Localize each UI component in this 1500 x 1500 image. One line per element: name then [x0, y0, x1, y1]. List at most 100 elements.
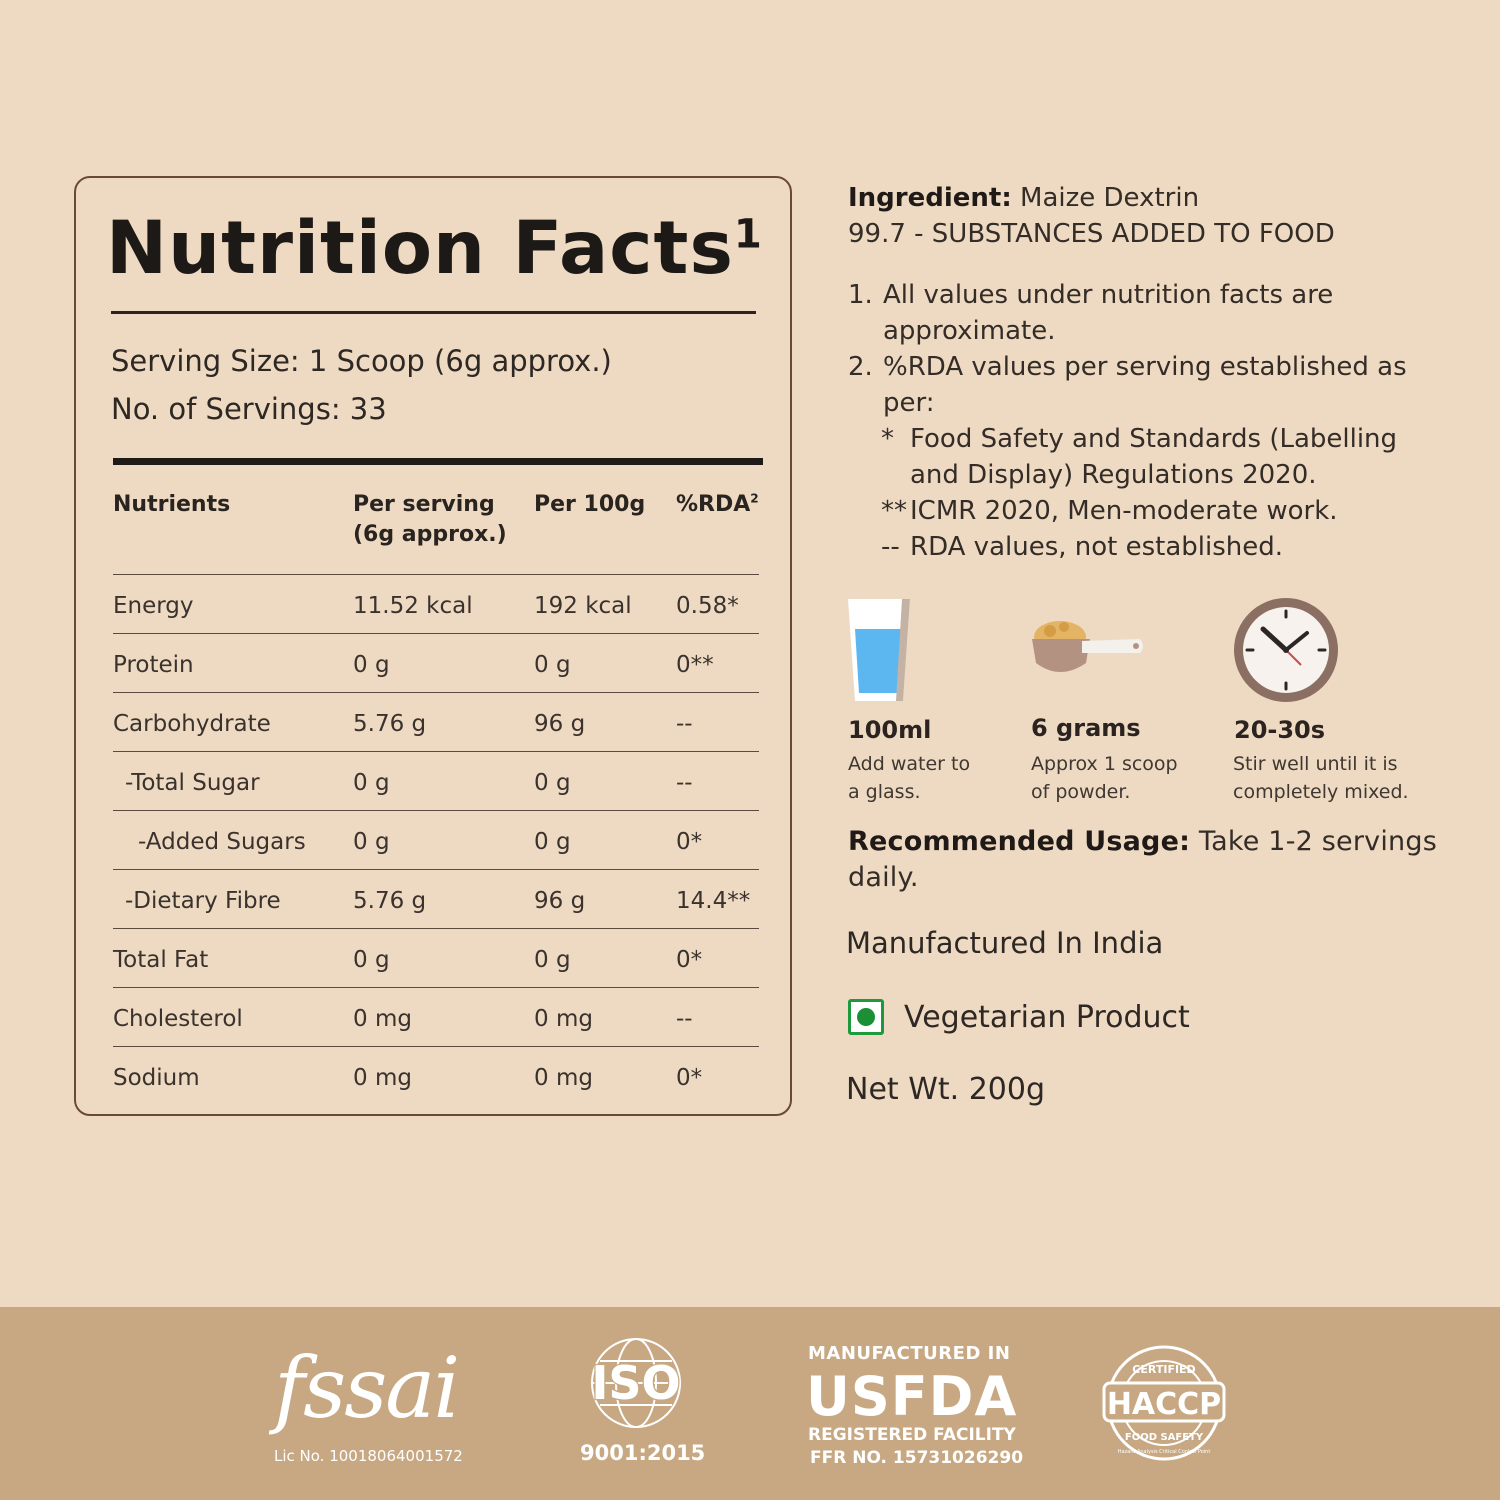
rda-value: 0*: [676, 1065, 703, 1091]
per-serving-value: 5.76 g: [353, 711, 427, 737]
per-serving-value: 5.76 g: [353, 888, 427, 914]
usfda-logo: USFDA: [806, 1365, 1018, 1428]
svg-text:Hazard Analysis Critical Contr: Hazard Analysis Critical Control Point: [1118, 1449, 1211, 1455]
nutrient-name: -Total Sugar: [125, 770, 260, 796]
step-label: 20-30s: [1234, 716, 1326, 744]
footnote-subitem: * Food Safety and Standards (Labelling an…: [881, 424, 1398, 490]
table-row: Carbohydrate 5.76 g 96 g --: [113, 693, 759, 752]
per-serving-value: 0 g: [353, 770, 390, 796]
footnote-subitem: ** ICMR 2020, Men-moderate work.: [881, 496, 1338, 526]
ingredient-value: Maize Dextrin: [1020, 183, 1200, 213]
step-description: Approx 1 scoop of powder.: [1031, 753, 1178, 803]
fssai-license-number: Lic No. 10018064001572: [274, 1447, 463, 1465]
haccp-seal: HACCP CERTIFIED FOOD SAFETY Hazard Analy…: [1102, 1345, 1226, 1461]
nutrient-name: Energy: [113, 593, 194, 619]
per-serving-value: 0 g: [353, 652, 390, 678]
per-serving-value: 11.52 kcal: [353, 593, 473, 619]
glass-of-water-icon: [848, 599, 910, 701]
per-100g-value: 96 g: [534, 711, 586, 737]
ingredient-label: Ingredient:: [848, 183, 1012, 213]
footnote-item: 2. %RDA values per serving established as…: [848, 352, 1407, 418]
table-row: Sodium 0 mg 0 mg 0*: [113, 1047, 759, 1105]
rda-value: --: [676, 770, 693, 796]
scoop-of-powder-icon: [1032, 621, 1143, 672]
ingredient-block: Ingredient: Maize Dextrin 99.7 - SUBSTAN…: [848, 180, 1335, 252]
nutrient-name: -Added Sugars: [138, 829, 306, 855]
svg-text:CERTIFIED: CERTIFIED: [1132, 1363, 1195, 1376]
step-label: 100ml: [848, 716, 932, 744]
per-100g-value: 0 g: [534, 829, 571, 855]
footnotes: 1. All values under nutrition facts are a…: [848, 277, 1438, 565]
fssai-logo: fssai: [274, 1339, 460, 1437]
thick-divider: [113, 458, 763, 465]
usfda-ffr-number: FFR NO. 15731026290: [810, 1448, 1024, 1468]
per-100g-value: 192 kcal: [534, 593, 632, 619]
header-rda: %RDA2: [676, 491, 759, 517]
table-header: Nutrients Per serving (6g approx.) Per 1…: [113, 488, 759, 575]
serving-size: Serving Size: 1 Scoop (6g approx.): [111, 344, 612, 378]
per-100g-value: 96 g: [534, 888, 586, 914]
step-description: Add water to a glass.: [848, 753, 971, 803]
header-nutrients: Nutrients: [113, 492, 231, 517]
per-serving-value: 0 mg: [353, 1065, 412, 1091]
table-row: Total Fat 0 g 0 g 0*: [113, 929, 759, 988]
nutrition-facts-title: Nutrition Facts1: [106, 206, 763, 291]
per-serving-value: 0 g: [353, 829, 390, 855]
table-row: -Dietary Fibre 5.76 g 96 g 14.4**: [113, 870, 759, 929]
per-100g-value: 0 g: [534, 770, 571, 796]
nutrient-name: Total Fat: [113, 947, 209, 973]
per-100g-value: 0 g: [534, 947, 571, 973]
rda-value: --: [676, 1006, 693, 1032]
number-of-servings: No. of Servings: 33: [111, 392, 387, 426]
nutrient-name: -Dietary Fibre: [125, 888, 281, 914]
title-footnote-ref: 1: [733, 211, 763, 258]
footnote-subitem: -- RDA values, not established.: [881, 532, 1284, 562]
rda-value: 0*: [676, 829, 703, 855]
table-row: -Total Sugar 0 g 0 g --: [113, 752, 759, 811]
step-label: 6 grams: [1031, 714, 1141, 742]
per-serving-value: 0 mg: [353, 1006, 412, 1032]
per-100g-value: 0 mg: [534, 1065, 593, 1091]
vegetarian-label: Vegetarian Product: [904, 1000, 1190, 1035]
clock-icon: [1234, 598, 1338, 702]
rda-value: 0*: [676, 947, 703, 973]
nutrient-name: Sodium: [113, 1065, 200, 1091]
svg-text:FOOD SAFETY: FOOD SAFETY: [1125, 1432, 1204, 1443]
iso-standard: 9001:2015: [580, 1441, 706, 1465]
rda-value: 0**: [676, 652, 714, 678]
certification-footer: fssai Lic No. 10018064001572 ISO 9001:20…: [0, 1307, 1500, 1500]
title-divider: [111, 311, 756, 314]
manufactured-in: Manufactured In India: [846, 926, 1164, 960]
ingredient-category: 99.7 - SUBSTANCES ADDED TO FOOD: [848, 219, 1335, 249]
step-description: Stir well until it is completely mixed.: [1233, 753, 1409, 803]
usfda-registered-facility: REGISTERED FACILITY: [808, 1425, 1016, 1445]
vegetarian-mark-icon: [848, 999, 884, 1035]
nutrient-name: Cholesterol: [113, 1006, 243, 1032]
ingredient-line: Ingredient: Maize Dextrin: [848, 180, 1335, 216]
svg-text:ISO: ISO: [591, 1356, 680, 1410]
footnote-item: 1. All values under nutrition facts are a…: [848, 280, 1334, 346]
table-row: Protein 0 g 0 g 0**: [113, 634, 759, 693]
recommended-usage: Recommended Usage: Take 1-2 servings dai…: [848, 824, 1438, 896]
header-per-serving: Per serving (6g approx.): [353, 492, 507, 547]
iso-logo: ISO: [590, 1338, 682, 1428]
net-weight: Net Wt. 200g: [846, 1072, 1045, 1107]
usage-label: Recommended Usage:: [848, 826, 1191, 857]
per-100g-value: 0 mg: [534, 1006, 593, 1032]
table-row: -Added Sugars 0 g 0 g 0*: [113, 811, 759, 870]
per-serving-value: 0 g: [353, 947, 390, 973]
usage-text: Take 1-2 servings daily.: [848, 826, 1437, 893]
rda-value: 0.58*: [676, 593, 739, 619]
rda-value: --: [676, 711, 693, 737]
usfda-manufactured-in: MANUFACTURED IN: [808, 1343, 1011, 1364]
nutrient-name: Protein: [113, 652, 194, 678]
header-per-100g: Per 100g: [534, 492, 646, 517]
table-row: Cholesterol 0 mg 0 mg --: [113, 988, 759, 1047]
rda-value: 14.4**: [676, 888, 751, 914]
nutrient-name: Carbohydrate: [113, 711, 271, 737]
nutrition-facts-panel: Nutrition Facts1 Serving Size: 1 Scoop (…: [74, 176, 792, 1116]
per-100g-value: 0 g: [534, 652, 571, 678]
table-row: Energy 11.52 kcal 192 kcal 0.58*: [113, 575, 759, 634]
svg-text:HACCP: HACCP: [1107, 1387, 1221, 1422]
nutrition-table: Nutrients Per serving (6g approx.) Per 1…: [113, 488, 759, 1105]
